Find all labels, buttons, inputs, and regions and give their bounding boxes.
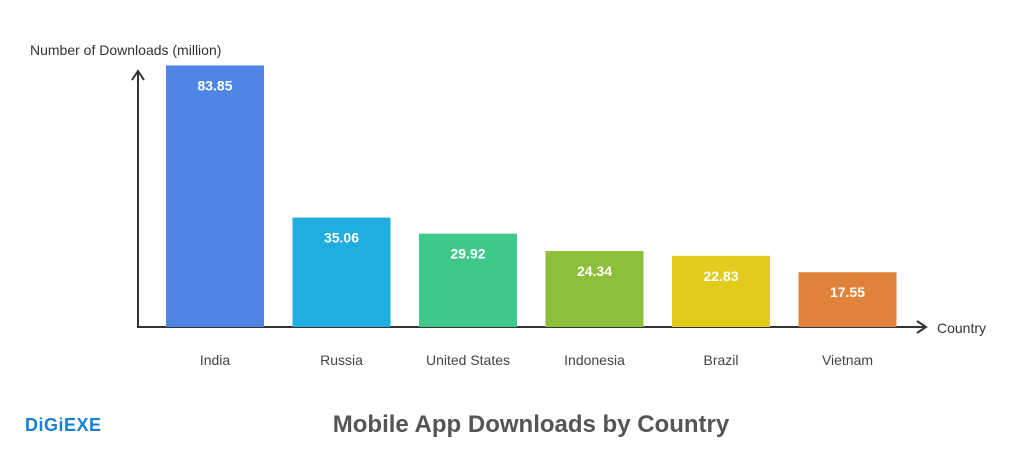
bar-vietnam xyxy=(798,272,897,327)
digiexe-logo: DiGiEXE xyxy=(25,415,102,435)
category-label: Indonesia xyxy=(564,352,625,368)
y-axis-label: Number of Downloads (million) xyxy=(30,42,221,58)
category-label: Vietnam xyxy=(822,352,873,368)
bars-group: 83.85 India 35.06 Russia 29.92 United States 2… xyxy=(166,65,897,368)
chart-title: Mobile App Downloads by Country xyxy=(333,411,730,438)
value-label: 24.34 xyxy=(577,263,612,279)
x-axis xyxy=(137,320,928,334)
y-axis-arrow-icon xyxy=(131,69,145,81)
bar-indonesia xyxy=(545,251,644,327)
bar-united-states xyxy=(419,233,517,327)
value-label: 83.85 xyxy=(197,77,232,93)
category-label: India xyxy=(200,352,231,368)
bar-india xyxy=(166,65,264,327)
y-axis xyxy=(131,69,145,327)
value-label: 29.92 xyxy=(450,246,485,262)
category-label: Brazil xyxy=(703,352,738,368)
value-label: 17.55 xyxy=(830,284,865,300)
x-axis-arrow-icon xyxy=(916,320,928,334)
bar-russia xyxy=(292,217,391,327)
value-label: 22.83 xyxy=(703,268,738,284)
value-label: 35.06 xyxy=(324,230,359,246)
x-axis-label: Country xyxy=(937,320,986,336)
bar-brazil xyxy=(672,255,770,327)
category-label: Russia xyxy=(320,352,363,368)
category-label: United States xyxy=(426,352,510,368)
